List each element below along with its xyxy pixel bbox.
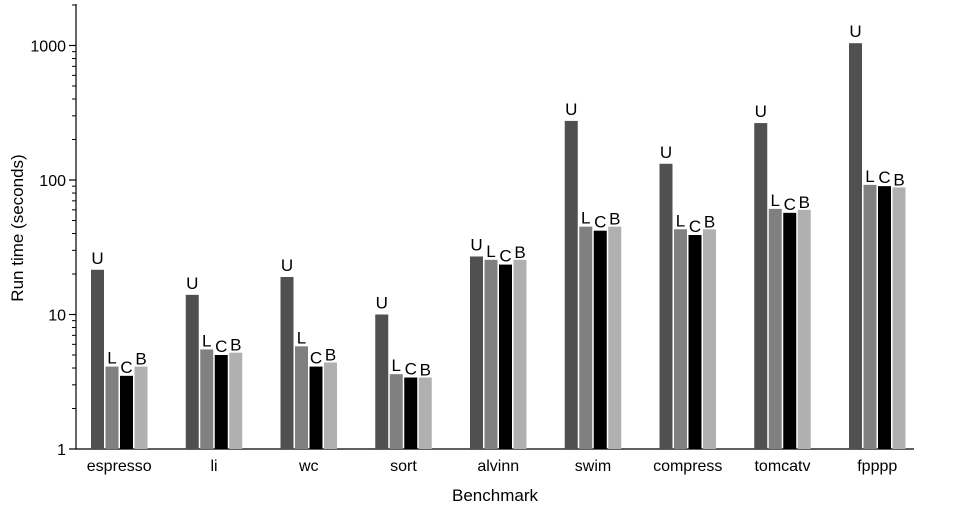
bar-label-u: U: [565, 100, 577, 119]
x-tick-label-tomcatv: tomcatv: [754, 458, 810, 475]
bar-u-swim: [564, 120, 578, 449]
bar-label-b: B: [514, 243, 525, 262]
bar-b-li: [229, 352, 243, 449]
bar-c-alvinn: [499, 264, 512, 449]
bar-l-alvinn: [484, 259, 498, 449]
bar-label-l: L: [107, 349, 116, 368]
bar-b-sort: [418, 377, 432, 449]
bar-label-l: L: [202, 331, 211, 350]
bar-u-li: [185, 294, 199, 449]
bar-c-espresso: [120, 375, 133, 449]
bar-label-u: U: [186, 274, 198, 293]
x-tick-label-compress: compress: [653, 458, 722, 475]
bar-l-sort: [389, 374, 403, 449]
bar-l-swim: [579, 226, 593, 449]
bar-l-fpppp: [863, 184, 877, 449]
x-tick-labels: espresso li wc sort alvinn swim compress tomcat…: [87, 458, 898, 475]
bar-label-u: U: [849, 22, 861, 41]
bar-l-li: [200, 349, 214, 449]
bar-b-tomcatv: [797, 209, 811, 449]
y-tick-label: 1000: [30, 39, 66, 56]
bar-c-fpppp: [878, 186, 891, 449]
bar-c-compress: [688, 235, 702, 449]
x-axis-title: Benchmark: [452, 486, 538, 505]
bar-label-b: B: [325, 345, 336, 364]
bar-label-c: C: [310, 349, 322, 368]
bar-b-espresso: [134, 366, 148, 449]
y-axis-title: Run time (seconds): [8, 154, 27, 301]
y-ticks: 1 10 100 1000: [30, 4, 76, 459]
bar-b-swim: [608, 226, 622, 449]
bar-label-b: B: [230, 336, 241, 355]
bars: [91, 43, 906, 450]
bar-u-sort: [375, 314, 389, 449]
bar-label-c: C: [878, 168, 890, 187]
x-tick-label-espresso: espresso: [87, 458, 152, 475]
bar-c-swim: [593, 230, 607, 449]
bar-label-l: L: [392, 356, 401, 375]
bar-label-b: B: [135, 350, 146, 369]
bar-u-tomcatv: [754, 123, 768, 450]
bar-c-li: [214, 354, 228, 449]
bar-l-wc: [295, 346, 308, 449]
bar-label-b: B: [799, 193, 810, 212]
y-tick-label: 100: [39, 173, 66, 190]
bar-label-c: C: [499, 247, 511, 266]
bar-label-l: L: [581, 209, 590, 228]
bar-c-tomcatv: [783, 212, 797, 449]
bar-label-c: C: [405, 360, 417, 379]
bar-b-compress: [703, 229, 716, 449]
bar-label-c: C: [784, 195, 796, 214]
bar-label-u: U: [470, 235, 482, 254]
y-tick-label: 10: [48, 308, 66, 325]
bar-label-c: C: [215, 337, 227, 356]
x-tick-label-alvinn: alvinn: [477, 458, 519, 475]
bar-label-u: U: [755, 102, 767, 121]
bar-b-wc: [324, 362, 337, 449]
bar-label-u: U: [281, 256, 293, 275]
bar-label-b: B: [704, 212, 715, 231]
y-tick-label: 1: [57, 442, 66, 459]
bar-label-c: C: [689, 217, 701, 236]
bar-label-c: C: [594, 213, 606, 232]
bar-b-fpppp: [892, 187, 906, 449]
bar-l-tomcatv: [768, 208, 782, 449]
bar-l-compress: [674, 229, 687, 449]
bar-label-b: B: [420, 361, 431, 380]
x-tick-label-li: li: [210, 458, 217, 475]
bar-label-u: U: [660, 143, 672, 162]
bar-label-b: B: [609, 210, 620, 229]
bar-label-l: L: [771, 191, 780, 210]
bar-u-alvinn: [470, 256, 483, 449]
bar-u-wc: [280, 277, 294, 449]
bar-label-u: U: [91, 249, 103, 268]
bar-u-espresso: [91, 269, 104, 449]
bar-u-fpppp: [849, 43, 862, 449]
bar-label-l: L: [865, 167, 874, 186]
x-tick-label-fpppp: fpppp: [857, 458, 897, 475]
bar-label-l: L: [676, 211, 685, 230]
bar-c-wc: [309, 366, 323, 449]
bar-b-alvinn: [513, 259, 527, 449]
bar-l-espresso: [105, 366, 119, 449]
bar-label-l: L: [297, 328, 306, 347]
bar-c-sort: [404, 377, 418, 449]
x-tick-label-swim: swim: [575, 458, 611, 475]
x-tick-label-sort: sort: [390, 458, 417, 475]
bar-label-l: L: [486, 242, 495, 261]
bar-label-b: B: [893, 170, 904, 189]
bar-label-c: C: [120, 358, 132, 377]
bar-u-compress: [659, 163, 673, 449]
x-tick-label-wc: wc: [298, 458, 319, 475]
bar-label-u: U: [376, 294, 388, 313]
